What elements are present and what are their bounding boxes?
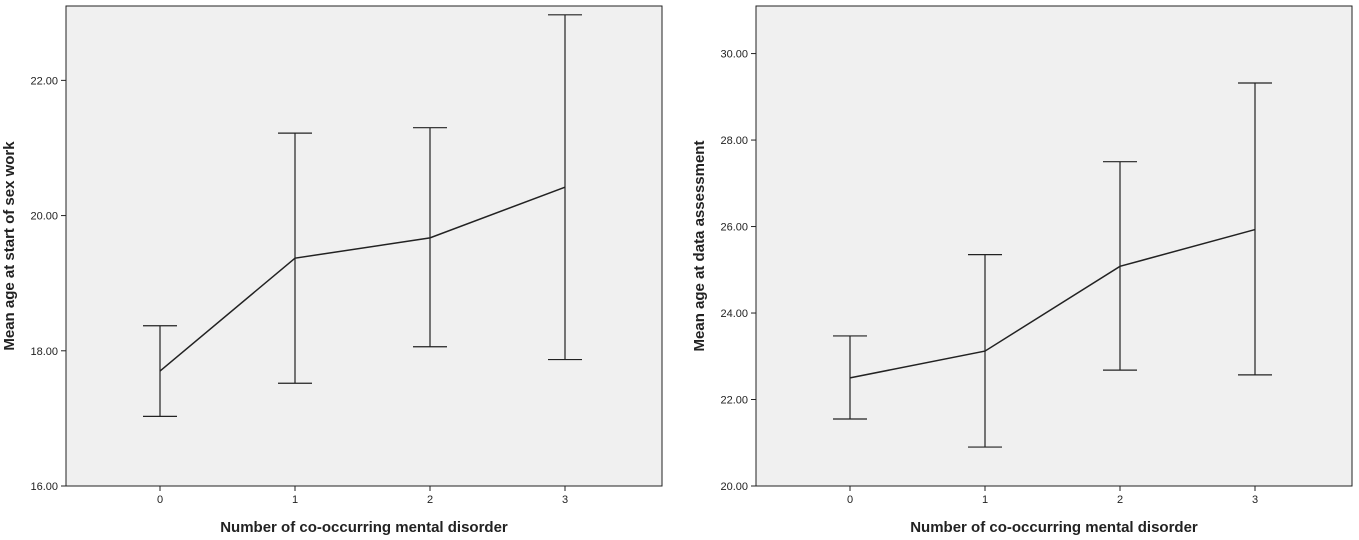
mean-line <box>849 228 1256 379</box>
mean-line <box>159 186 566 372</box>
y-tick-label: 28.00 <box>720 135 748 147</box>
x-tick-label: 2 <box>1117 494 1123 506</box>
y-tick-label: 26.00 <box>720 222 748 234</box>
chart-right-svg: 20.00 22.00 24.00 26.00 28.00 30.00 0 1 2 3 Numb… <box>691 5 1353 536</box>
y-tick-label: 20.00 <box>720 481 748 493</box>
x-tick-label: 0 <box>157 494 163 506</box>
chart-right: 20.00 22.00 24.00 26.00 28.00 30.00 0 1 2 3 Numb… <box>690 0 1359 540</box>
chart-left-svg: 16.00 18.00 20.00 22.00 0 1 2 3 Number of co-o… <box>1 5 663 536</box>
y-tick-label: 20.00 <box>30 211 58 223</box>
y-tick-label: 24.00 <box>720 308 748 320</box>
x-tick-label: 3 <box>1252 494 1258 506</box>
y-axis-label: Mean age at start of sex work <box>1 141 18 351</box>
y-tick-label: 22.00 <box>720 395 748 407</box>
y-tick-label: 18.00 <box>30 346 58 358</box>
y-tick-label: 16.00 <box>30 481 58 493</box>
y-axis-label: Mean age at data assessment <box>691 141 708 352</box>
x-axis-label: Number of co-occurring mental disorder <box>220 519 508 536</box>
x-tick-label: 2 <box>427 494 433 506</box>
x-axis-label: Number of co-occurring mental disorder <box>910 519 1198 536</box>
plot-area <box>65 5 663 487</box>
x-tick-label: 3 <box>562 494 568 506</box>
x-tick-label: 1 <box>292 494 298 506</box>
y-tick-label: 30.00 <box>720 49 748 61</box>
chart-left: 16.00 18.00 20.00 22.00 0 1 2 3 Number of co-o… <box>1 5 663 536</box>
x-tick-label: 0 <box>847 494 853 506</box>
plot-area <box>755 5 1353 487</box>
x-tick-label: 1 <box>982 494 988 506</box>
y-tick-label: 22.00 <box>30 75 58 87</box>
